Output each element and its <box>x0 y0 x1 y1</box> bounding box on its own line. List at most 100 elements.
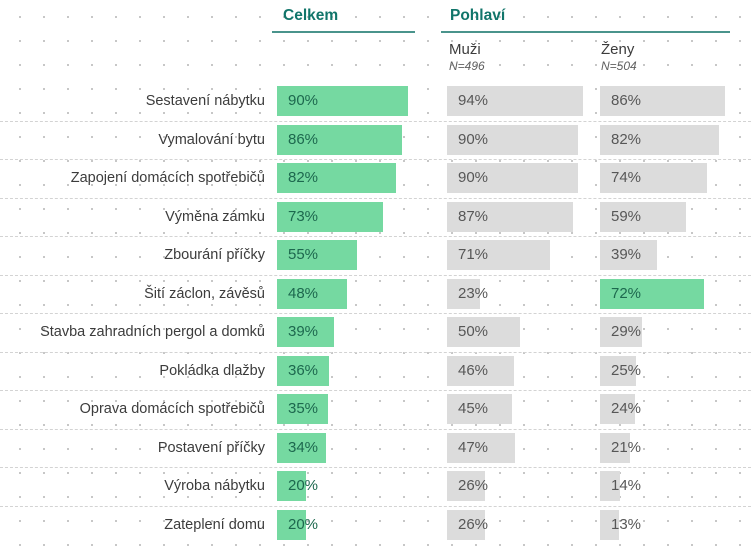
bar-value-celkem: 90% <box>288 92 319 109</box>
bar-celkem <box>277 317 334 347</box>
bar-value-celkem: 86% <box>288 130 319 148</box>
bar-zeny <box>600 509 619 540</box>
bar-value-celkem: 73% <box>288 207 319 225</box>
bar-muzi <box>447 394 513 424</box>
category-label: Zapojení domácích spotřebičů <box>70 170 265 186</box>
chart-row: Šití záclon, závěsů 48% 23% 72% <box>0 275 751 314</box>
bar-value-celkem: 34% <box>288 438 319 456</box>
bar-celkem <box>277 278 347 309</box>
bar-value-zeny: 86% <box>611 92 642 109</box>
zeny-sample-size: N=504 <box>601 59 637 73</box>
bar-value-celkem: 36% <box>288 361 319 379</box>
chart-row: Zateplení domu 20% 26% 13% <box>0 506 751 545</box>
category-label: Výměna zámku <box>165 208 265 225</box>
bar-muzi <box>447 86 584 116</box>
celkem-header-underline <box>272 31 415 33</box>
bar-value-muzi: 45% <box>458 400 489 417</box>
chart-row: Zbourání příčky 55% 71% 39% <box>0 236 751 276</box>
bar-zeny <box>600 317 643 347</box>
bar-muzi <box>447 471 485 501</box>
bar-muzi <box>447 432 516 463</box>
bar-celkem <box>277 201 383 232</box>
category-label: Oprava domácích spotřebičů <box>79 401 265 417</box>
bar-celkem <box>277 432 327 463</box>
column-header-pohlavi: Pohlaví <box>450 7 506 24</box>
bar-value-muzi: 71% <box>458 246 489 263</box>
bar-value-celkem: 82% <box>288 169 319 186</box>
bar-zeny <box>600 471 621 501</box>
chart-row: Sestavení nábytku 90% 94% 86% <box>0 82 751 122</box>
bar-celkem <box>277 471 306 501</box>
bar-value-muzi: 87% <box>458 207 489 225</box>
zeny-label: Ženy <box>601 41 635 58</box>
bar-value-celkem: 35% <box>288 400 319 417</box>
bar-value-zeny: 24% <box>611 400 642 417</box>
bar-value-muzi: 46% <box>458 361 489 379</box>
subheader-zeny: Ženy N=504 <box>601 41 637 74</box>
category-label: Vymalování bytu <box>158 131 265 148</box>
bar-zeny <box>600 163 708 193</box>
bar-zeny <box>600 278 705 309</box>
bar-celkem <box>277 509 306 540</box>
bar-value-muzi: 26% <box>458 477 489 494</box>
muzi-sample-size: N=496 <box>449 59 485 73</box>
bar-value-muzi: 94% <box>458 92 489 109</box>
category-label: Postavení příčky <box>157 439 265 456</box>
column-header-celkem: Celkem <box>283 7 339 24</box>
bar-value-muzi: 26% <box>458 515 489 533</box>
category-label: Zateplení domu <box>164 516 265 533</box>
bar-zeny <box>600 124 719 155</box>
bar-value-zeny: 14% <box>611 477 642 494</box>
chart-row: Pokládka dlažby 36% 46% 25% <box>0 352 751 391</box>
bar-muzi <box>447 201 574 232</box>
bar-value-zeny: 13% <box>611 515 642 533</box>
bar-muzi <box>447 163 578 193</box>
bar-zeny <box>600 355 637 386</box>
subheader-muzi: Muži N=496 <box>449 41 485 74</box>
bar-celkem <box>277 240 357 270</box>
bar-value-muzi: 47% <box>458 438 489 456</box>
chart-row: Výroba nábytku 20% 26% 14% <box>0 467 751 507</box>
category-label: Šití záclon, závěsů <box>144 285 265 302</box>
category-label: Sestavení nábytku <box>145 93 265 109</box>
category-label: Stavba zahradních pergol a domků <box>40 324 265 340</box>
bar-celkem <box>277 124 402 155</box>
bar-value-zeny: 29% <box>611 323 642 340</box>
bar-zeny <box>600 432 631 463</box>
chart-row: Vymalování bytu 86% 90% 82% <box>0 121 751 160</box>
bar-celkem <box>277 163 396 193</box>
bar-muzi <box>447 124 578 155</box>
bar-muzi <box>447 240 550 270</box>
bar-muzi <box>447 355 514 386</box>
bar-muzi <box>447 317 520 347</box>
muzi-label: Muži <box>449 41 481 58</box>
bar-zeny <box>600 240 657 270</box>
bar-value-celkem: 20% <box>288 477 319 494</box>
bar-muzi <box>447 278 481 309</box>
bar-value-zeny: 72% <box>611 284 642 302</box>
bar-value-zeny: 21% <box>611 438 642 456</box>
bar-value-muzi: 90% <box>458 169 489 186</box>
bar-value-muzi: 50% <box>458 323 489 340</box>
bar-celkem <box>277 394 328 424</box>
chart-row: Postavení příčky 34% 47% 21% <box>0 429 751 468</box>
bar-zeny <box>600 86 725 116</box>
bar-value-zeny: 82% <box>611 130 642 148</box>
bar-zeny <box>600 201 686 232</box>
bar-celkem <box>277 355 330 386</box>
bar-zeny <box>600 394 635 424</box>
bar-value-celkem: 20% <box>288 515 319 533</box>
bar-value-celkem: 39% <box>288 323 319 340</box>
bar-value-celkem: 55% <box>288 246 319 263</box>
pohlavi-header-underline <box>441 31 730 33</box>
bar-value-zeny: 39% <box>611 246 642 263</box>
bar-value-muzi: 23% <box>458 284 489 302</box>
bar-value-zeny: 25% <box>611 361 642 379</box>
bar-celkem <box>277 86 408 116</box>
bar-value-muzi: 90% <box>458 130 489 148</box>
bar-value-celkem: 48% <box>288 284 319 302</box>
chart-row: Oprava domácích spotřebičů 35% 45% 24% <box>0 390 751 430</box>
category-label: Zbourání příčky <box>164 247 265 263</box>
category-label: Výroba nábytku <box>164 478 265 494</box>
